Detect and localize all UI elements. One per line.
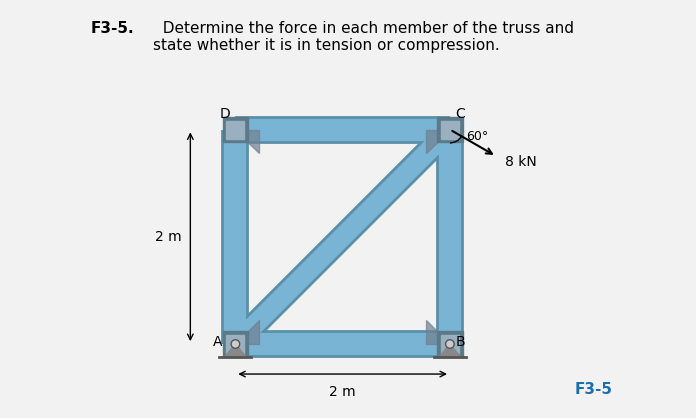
Text: 2 m: 2 m bbox=[329, 385, 356, 399]
Text: F3-5: F3-5 bbox=[574, 382, 612, 397]
Bar bbox=[437, 331, 463, 357]
Text: A: A bbox=[213, 335, 223, 349]
Polygon shape bbox=[235, 130, 259, 153]
Bar bbox=[441, 335, 459, 353]
Text: F3-5.: F3-5. bbox=[90, 21, 134, 36]
Polygon shape bbox=[235, 321, 259, 344]
Text: Determine the force in each member of the truss and
state whether it is in tensi: Determine the force in each member of th… bbox=[153, 21, 574, 54]
Text: 2 m: 2 m bbox=[155, 230, 182, 244]
Text: D: D bbox=[219, 107, 230, 121]
Bar bbox=[223, 117, 248, 143]
Text: C: C bbox=[455, 107, 465, 121]
Bar bbox=[437, 117, 463, 143]
Polygon shape bbox=[426, 321, 450, 344]
Bar bbox=[226, 120, 244, 138]
Bar bbox=[441, 120, 459, 138]
Bar bbox=[226, 335, 244, 353]
Circle shape bbox=[231, 340, 239, 348]
Polygon shape bbox=[426, 130, 450, 153]
Text: 60°: 60° bbox=[466, 130, 488, 143]
Polygon shape bbox=[225, 344, 246, 357]
Polygon shape bbox=[439, 344, 461, 357]
Circle shape bbox=[445, 340, 454, 348]
Text: 8 kN: 8 kN bbox=[505, 155, 537, 169]
Text: B: B bbox=[455, 335, 465, 349]
Bar bbox=[223, 331, 248, 357]
